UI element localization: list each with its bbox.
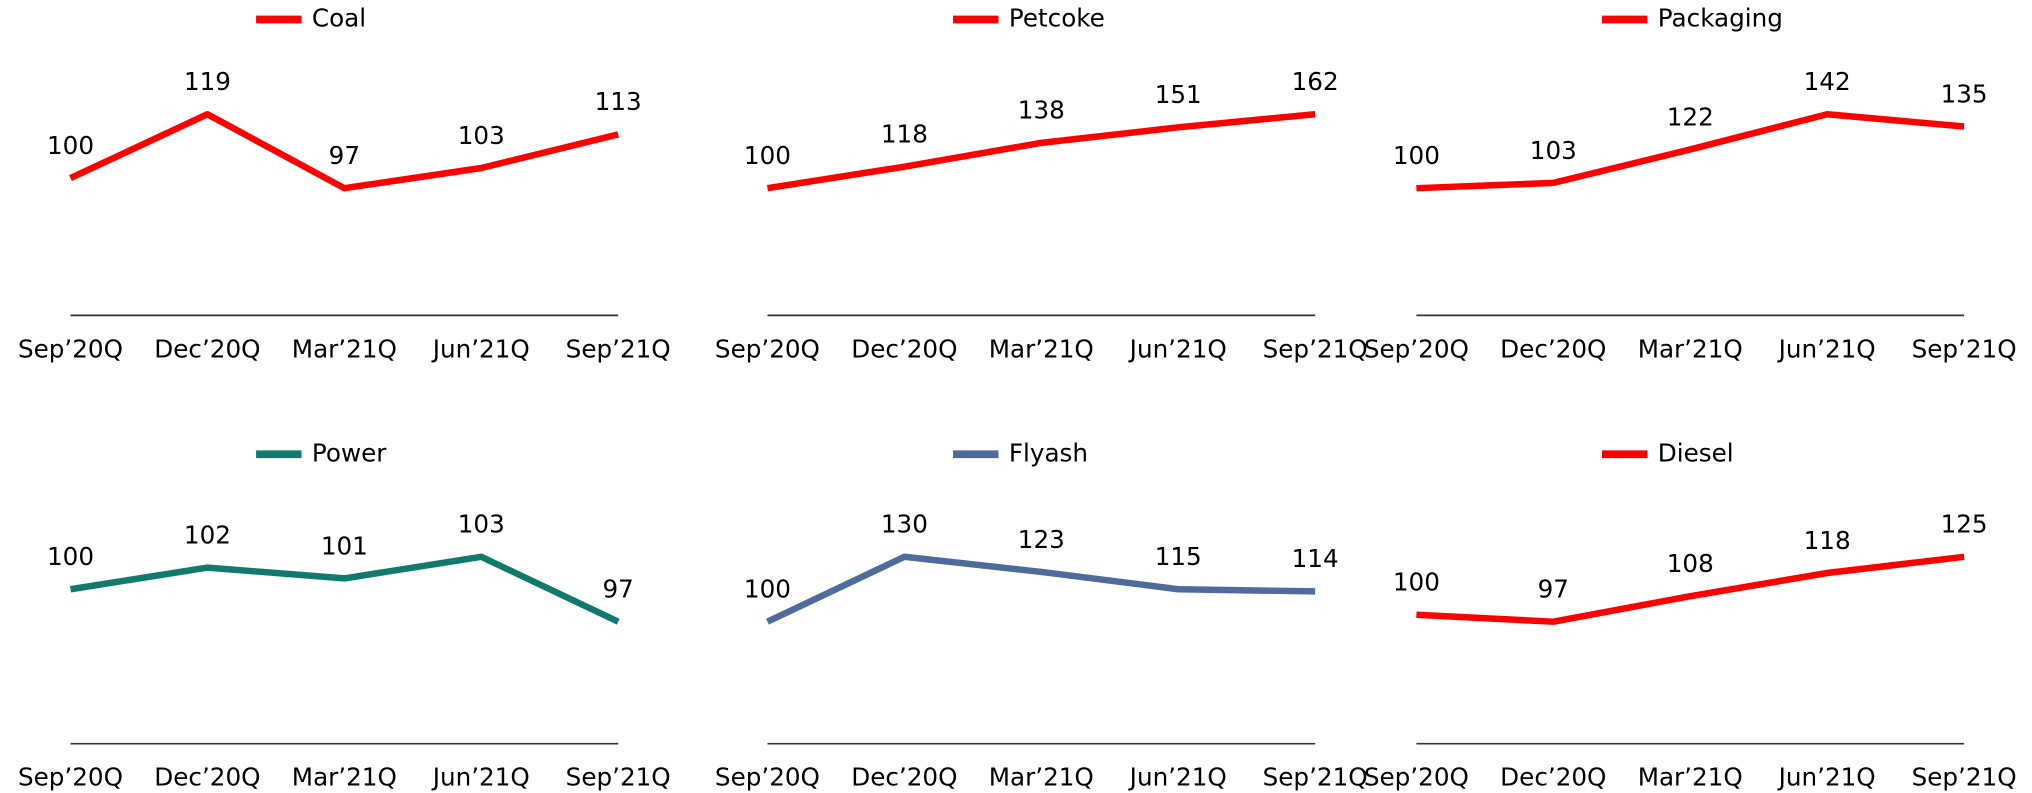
data-label: 108 xyxy=(1667,549,1714,578)
data-label: 97 xyxy=(603,575,634,604)
x-tick-label: Dec’20Q xyxy=(851,763,957,792)
data-label: 100 xyxy=(1393,568,1440,597)
data-label: 151 xyxy=(1155,80,1202,109)
series-line xyxy=(766,553,1316,625)
data-label: 103 xyxy=(458,510,505,539)
data-label: 100 xyxy=(47,542,94,571)
x-tick-label: Mar’21Q xyxy=(292,763,397,792)
legend-label: Diesel xyxy=(1658,438,1734,467)
data-label: 103 xyxy=(1530,136,1577,165)
data-label: 125 xyxy=(1941,510,1988,539)
data-label: 119 xyxy=(184,67,231,96)
x-tick-label: Sep’21Q xyxy=(1263,763,1368,792)
data-label: 100 xyxy=(744,575,791,604)
x-tick-label: Sep’20Q xyxy=(715,334,820,363)
series-line xyxy=(1416,553,1965,625)
data-label: 122 xyxy=(1667,102,1714,131)
x-tick-label: Jun’21Q xyxy=(431,763,530,792)
data-label: 123 xyxy=(1018,525,1065,554)
data-label: 102 xyxy=(184,520,231,549)
x-tick-label: Sep’21Q xyxy=(566,763,671,792)
x-tick-label: Jun’21Q xyxy=(1128,763,1227,792)
data-label: 101 xyxy=(321,531,368,560)
x-tick-label: Sep’21Q xyxy=(1912,763,2017,792)
x-tick-label: Jun’21Q xyxy=(1777,334,1876,363)
x-tick-label: Mar’21Q xyxy=(989,334,1094,363)
data-label: 113 xyxy=(595,87,642,116)
legend-label: Petcoke xyxy=(1009,3,1105,32)
data-label: 118 xyxy=(881,120,928,149)
series-line xyxy=(1416,110,1965,192)
x-tick-label: Sep’21Q xyxy=(1912,334,2017,363)
legend-label: Packaging xyxy=(1658,3,1783,32)
data-label: 114 xyxy=(1292,544,1339,573)
x-tick-label: Dec’20Q xyxy=(154,763,260,792)
legend-label: Coal xyxy=(312,3,366,32)
series-line xyxy=(766,110,1316,192)
x-tick-label: Sep’20Q xyxy=(715,763,820,792)
data-label: 100 xyxy=(744,141,791,170)
series-line xyxy=(69,110,619,192)
x-tick-label: Sep’21Q xyxy=(566,334,671,363)
data-label: 103 xyxy=(458,121,505,150)
data-label: 135 xyxy=(1941,79,1988,108)
data-label: 138 xyxy=(1018,96,1065,125)
legend-label: Flyash xyxy=(1009,438,1088,467)
x-tick-label: Mar’21Q xyxy=(989,763,1094,792)
data-label: 100 xyxy=(47,131,94,160)
x-tick-label: Mar’21Q xyxy=(1638,334,1743,363)
x-tick-label: Sep’21Q xyxy=(1263,334,1368,363)
x-tick-label: Dec’20Q xyxy=(1500,763,1606,792)
x-tick-label: Jun’21Q xyxy=(431,334,530,363)
x-tick-label: Dec’20Q xyxy=(154,334,260,363)
x-tick-label: Mar’21Q xyxy=(1638,763,1743,792)
data-label: 97 xyxy=(1538,575,1569,604)
series-line xyxy=(69,553,620,625)
data-label: 142 xyxy=(1804,67,1851,96)
x-tick-label: Dec’20Q xyxy=(851,334,957,363)
x-tick-label: Sep’20Q xyxy=(18,334,123,363)
x-tick-label: Dec’20Q xyxy=(1500,334,1606,363)
data-label: 162 xyxy=(1292,67,1339,96)
data-label: 100 xyxy=(1393,141,1440,170)
x-tick-label: Sep’20Q xyxy=(18,763,123,792)
x-tick-label: Mar’21Q xyxy=(292,334,397,363)
data-label: 130 xyxy=(881,510,928,539)
legend-label: Power xyxy=(312,438,387,467)
x-tick-label: Sep’20Q xyxy=(1364,763,1469,792)
x-tick-label: Jun’21Q xyxy=(1777,763,1876,792)
data-label: 118 xyxy=(1804,526,1851,555)
x-tick-label: Sep’20Q xyxy=(1364,334,1469,363)
data-label: 115 xyxy=(1155,542,1202,571)
x-tick-label: Jun’21Q xyxy=(1128,334,1227,363)
data-label: 97 xyxy=(329,141,360,170)
